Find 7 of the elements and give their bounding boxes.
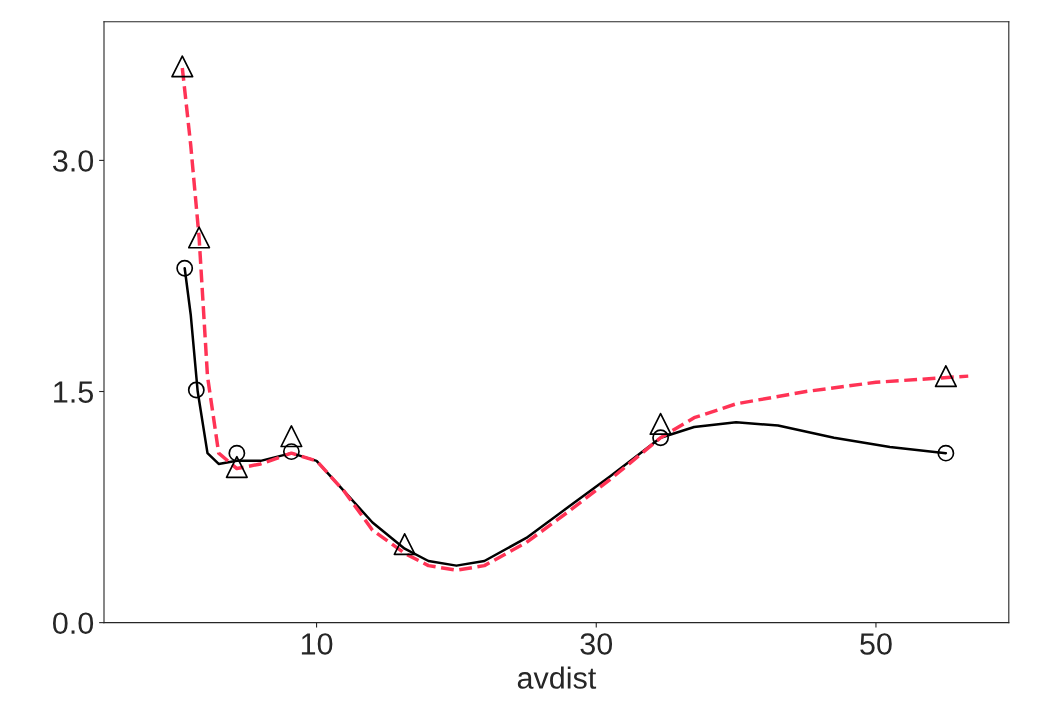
x-tick-label: 50 (860, 633, 892, 655)
y-tick-label: 1.5 (54, 381, 93, 403)
x-tick-label: 30 (580, 633, 613, 655)
x-tick-label: 10 (301, 633, 333, 655)
y-tick-label: 3.0 (52, 150, 94, 172)
y-tick-label: 0.0 (53, 612, 94, 635)
x-axis-title: avdist (517, 666, 597, 689)
